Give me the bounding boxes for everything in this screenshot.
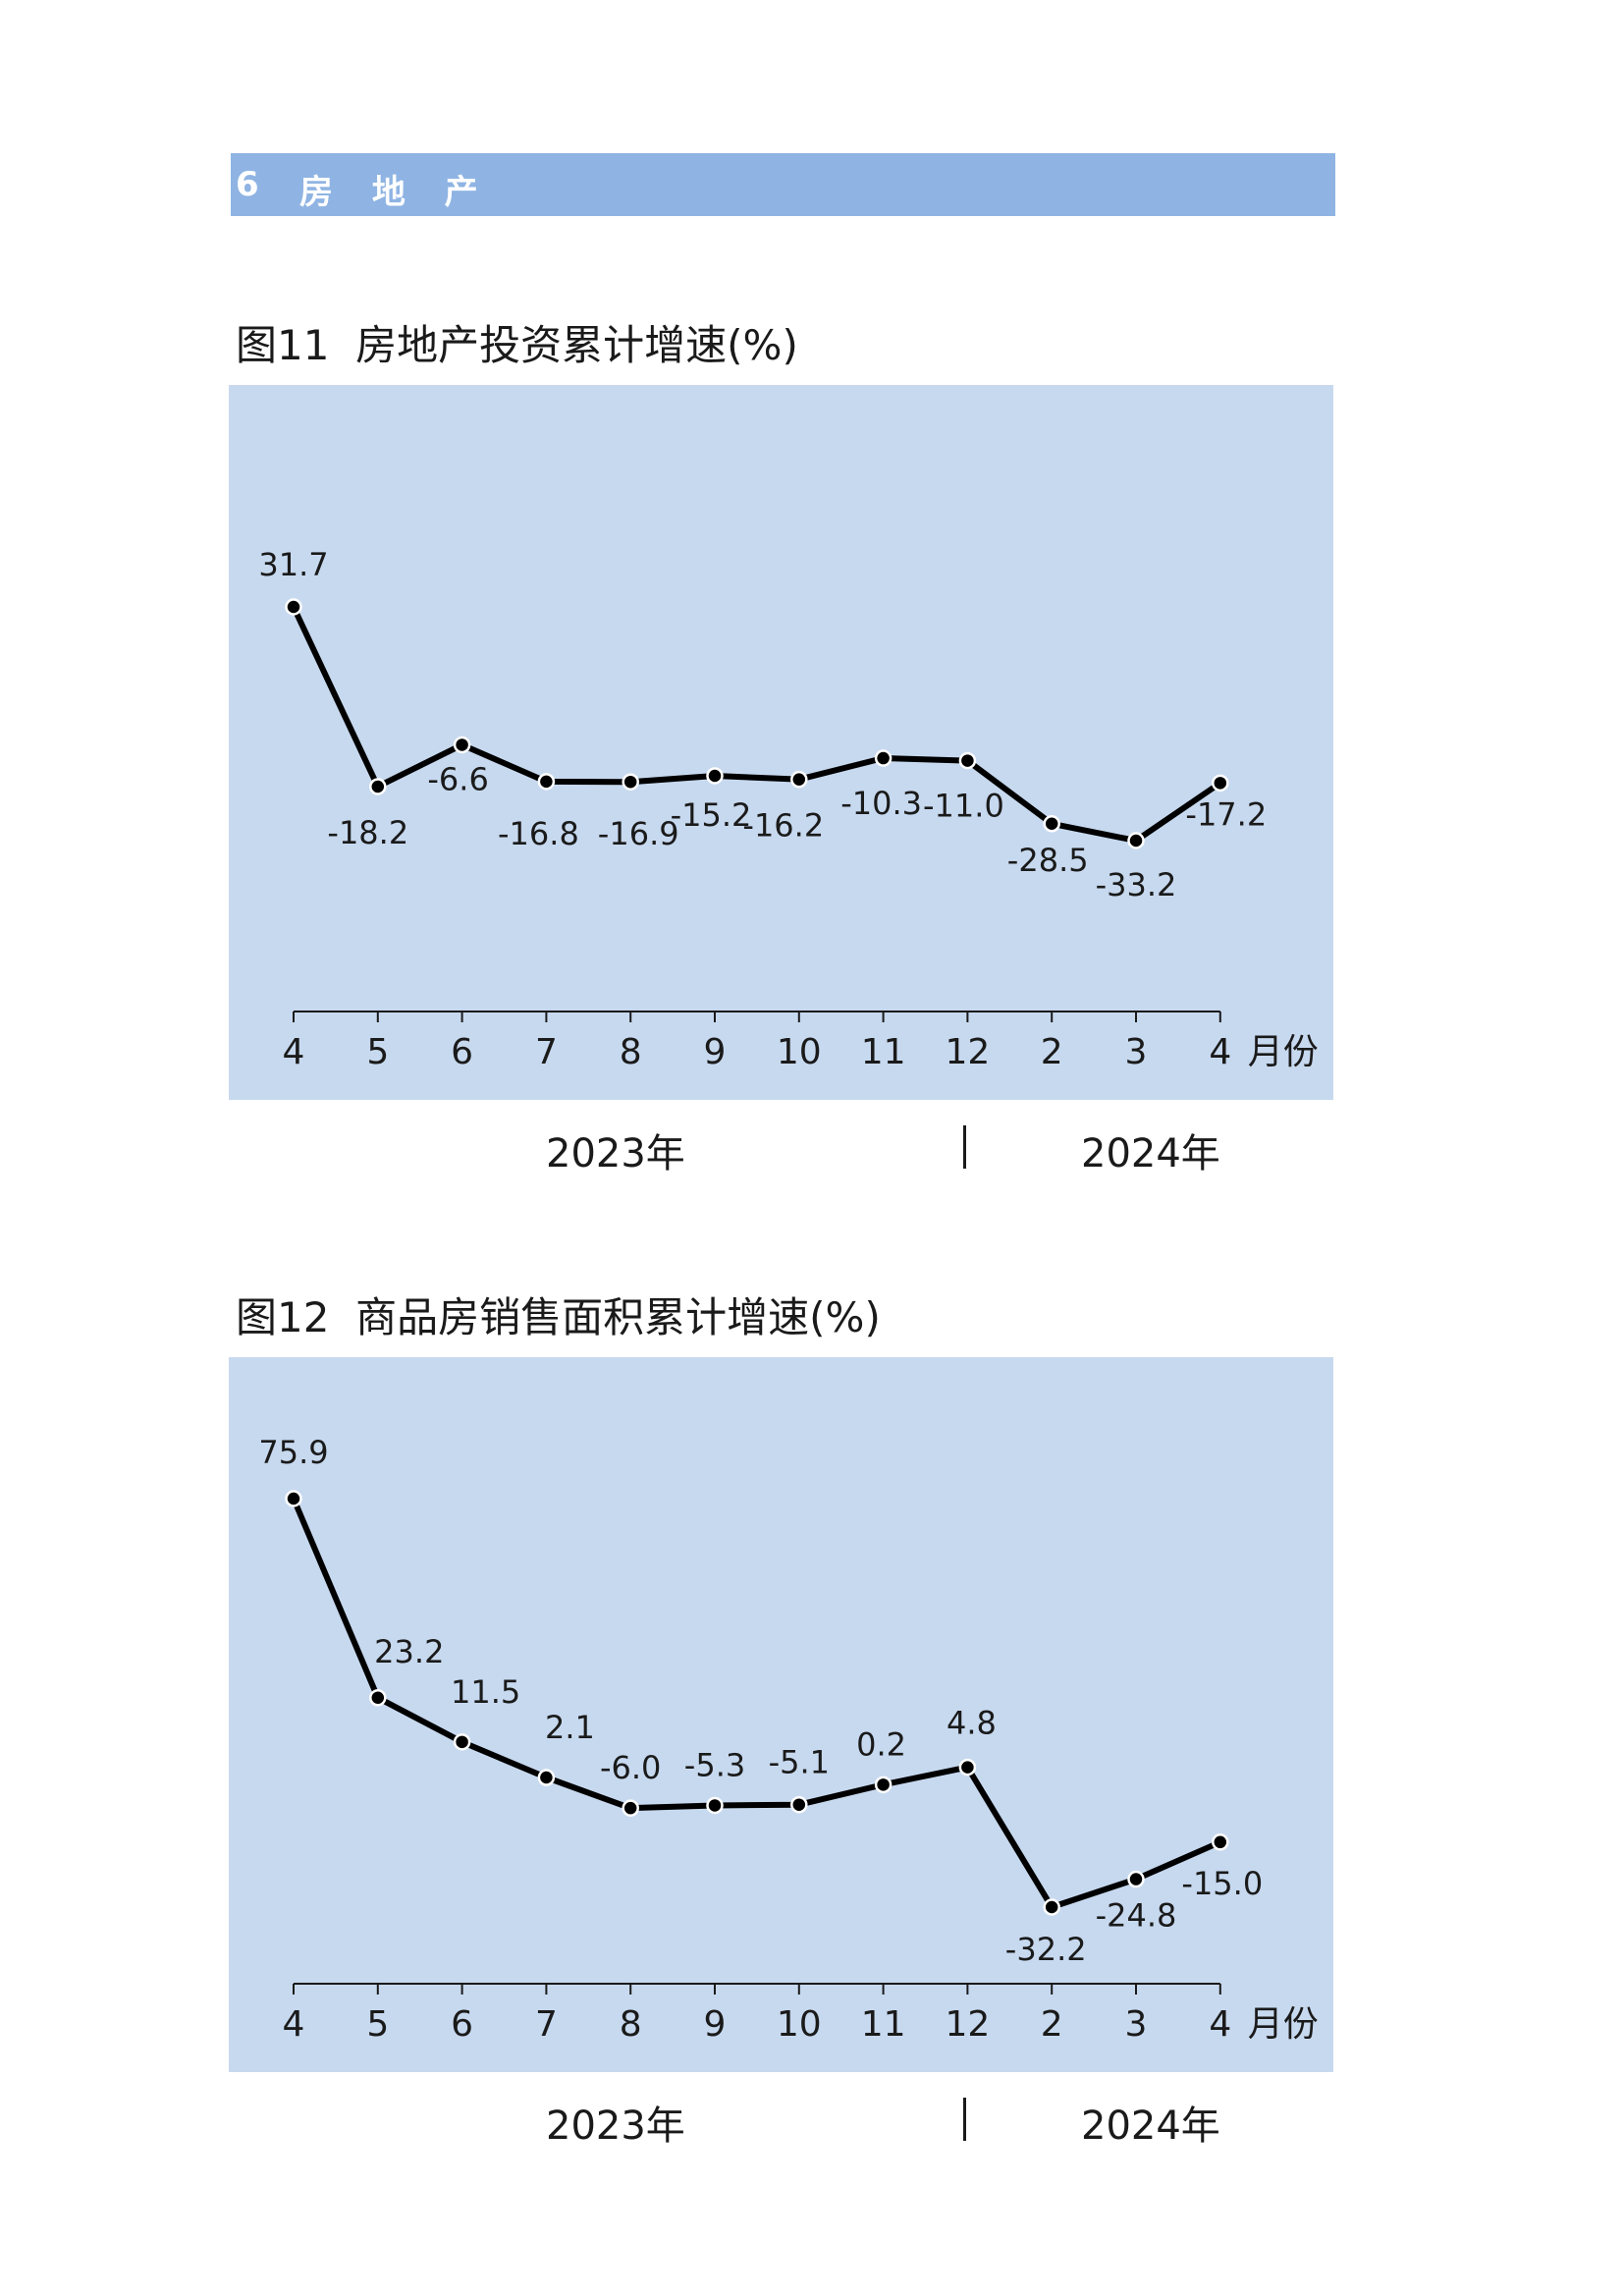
x-tick-label: 10 <box>777 1032 822 1072</box>
x-tick-label: 12 <box>945 2004 990 2045</box>
data-label: -5.3 <box>684 1746 745 1783</box>
data-point <box>453 736 471 754</box>
line-chart: 4 5 6 7 8 9 10 11 12 2 3 4 月份 75.9 23.211.5 2.1-6.0 -5.3… <box>258 1434 1319 2045</box>
data-label: -18.2 <box>327 814 408 851</box>
data-point <box>537 1769 556 1786</box>
data-point <box>706 767 724 785</box>
x-tick-label: 5 <box>366 1032 389 1072</box>
data-label: -24.8 <box>1096 1897 1177 1935</box>
data-point <box>958 1758 977 1777</box>
data-point <box>285 598 302 616</box>
data-point <box>790 1795 808 1814</box>
data-label: -15.0 <box>1181 1865 1263 1902</box>
data-label: -17.2 <box>1185 795 1267 833</box>
data-point <box>369 1689 387 1707</box>
x-tick-label: 12 <box>945 1032 990 1072</box>
x-tick-label: 5 <box>366 2004 389 2045</box>
data-point <box>537 773 556 791</box>
data-label: -16.2 <box>742 807 824 845</box>
data-point <box>369 778 387 795</box>
data-label: 11.5 <box>451 1673 520 1711</box>
data-point <box>1043 815 1060 833</box>
data-point <box>453 1733 471 1751</box>
chart-title: 图12 商品房销售面积累计增速(%) <box>236 1293 881 1341</box>
line-chart: 4 5 6 7 8 9 10 11 12 2 3 4 月份 31.7 -18.2 -6.6 -16.8 -16.9… <box>258 546 1319 1072</box>
x-tick-label: 4 <box>283 2004 305 2045</box>
data-label: 2.1 <box>545 1709 595 1746</box>
data-point <box>622 1799 639 1817</box>
data-label: -28.5 <box>1007 842 1089 879</box>
data-point <box>285 1490 302 1507</box>
year-separator <box>963 2098 966 2141</box>
data-label: -10.3 <box>840 785 922 822</box>
x-tick-label: 2 <box>1041 2004 1063 2045</box>
year-label-2023: 2023年 <box>546 2104 685 2149</box>
x-tick-label: 9 <box>704 2004 727 2045</box>
x-tick-label: 8 <box>620 1032 642 1072</box>
section-number: 6 <box>236 165 273 204</box>
data-label: 75.9 <box>258 1434 328 1471</box>
year-label-2024: 2024年 <box>1081 1131 1220 1176</box>
x-tick-label: 11 <box>861 1032 906 1072</box>
x-tick-label: 11 <box>861 2004 906 2045</box>
x-tick-label: 6 <box>451 2004 473 2045</box>
x-tick-label: 3 <box>1125 1032 1148 1072</box>
chart-panel: 4 5 6 7 8 9 10 11 12 2 3 4 月份 75.9 23.2 11.5 2.1 -6.0 -5.3… <box>229 1357 1333 2072</box>
x-tick-label: 3 <box>1125 2004 1148 2045</box>
year-label-2023: 2023年 <box>546 1131 685 1176</box>
series-line <box>291 604 1223 844</box>
x-tick-label: 4 <box>1209 2004 1231 2045</box>
section-header: 6 房 地 产 <box>231 153 1335 216</box>
data-label: -32.2 <box>1005 1931 1087 1968</box>
data-point <box>1127 832 1145 849</box>
data-label: -33.2 <box>1096 866 1177 903</box>
x-tick-label: 4 <box>1209 1032 1231 1072</box>
data-label: -15.2 <box>671 796 752 834</box>
chart-panel: 4 5 6 7 8 9 10 11 12 2 3 4 月份 31.7 -18.2 -6.6 -16.8 -16.9… <box>229 385 1333 1100</box>
data-label: -11.0 <box>923 788 1004 825</box>
data-point <box>1043 1898 1060 1916</box>
data-point <box>790 770 808 789</box>
x-tick-label: 7 <box>535 1032 558 1072</box>
data-label: -6.6 <box>427 760 488 797</box>
year-separator <box>963 1125 966 1169</box>
data-point <box>622 773 639 791</box>
x-tick-label: 4 <box>283 1032 305 1072</box>
x-tick-label: 2 <box>1041 1032 1063 1072</box>
x-axis-unit-label: 月份 <box>1248 1032 1319 1072</box>
x-tick-label: 7 <box>535 2004 558 2045</box>
data-label: 31.7 <box>258 546 328 583</box>
data-label: 0.2 <box>856 1725 906 1763</box>
x-tick-label: 9 <box>704 1032 727 1072</box>
data-label: -16.8 <box>498 815 579 852</box>
data-point <box>874 1776 893 1794</box>
series-line <box>291 1496 1223 1910</box>
data-label: -16.9 <box>598 815 679 852</box>
data-label: -6.0 <box>600 1749 661 1786</box>
data-point <box>706 1796 724 1815</box>
data-label: 23.2 <box>374 1633 444 1670</box>
data-label: -5.1 <box>769 1744 830 1781</box>
data-point <box>1212 1833 1229 1851</box>
x-tick-label: 10 <box>777 2004 822 2045</box>
data-label: 4.8 <box>947 1705 997 1742</box>
data-point <box>1212 774 1229 793</box>
year-label-2024: 2024年 <box>1081 2104 1220 2149</box>
section-title: 房 地 产 <box>299 173 492 212</box>
x-axis-unit-label: 月份 <box>1248 2004 1319 2045</box>
x-tick-label: 8 <box>620 2004 642 2045</box>
chart-title: 图11 房地产投资累计增速(%) <box>236 321 798 369</box>
data-point <box>874 749 893 767</box>
x-tick-label: 6 <box>451 1032 473 1072</box>
data-point <box>958 751 977 770</box>
data-point <box>1127 1870 1145 1888</box>
